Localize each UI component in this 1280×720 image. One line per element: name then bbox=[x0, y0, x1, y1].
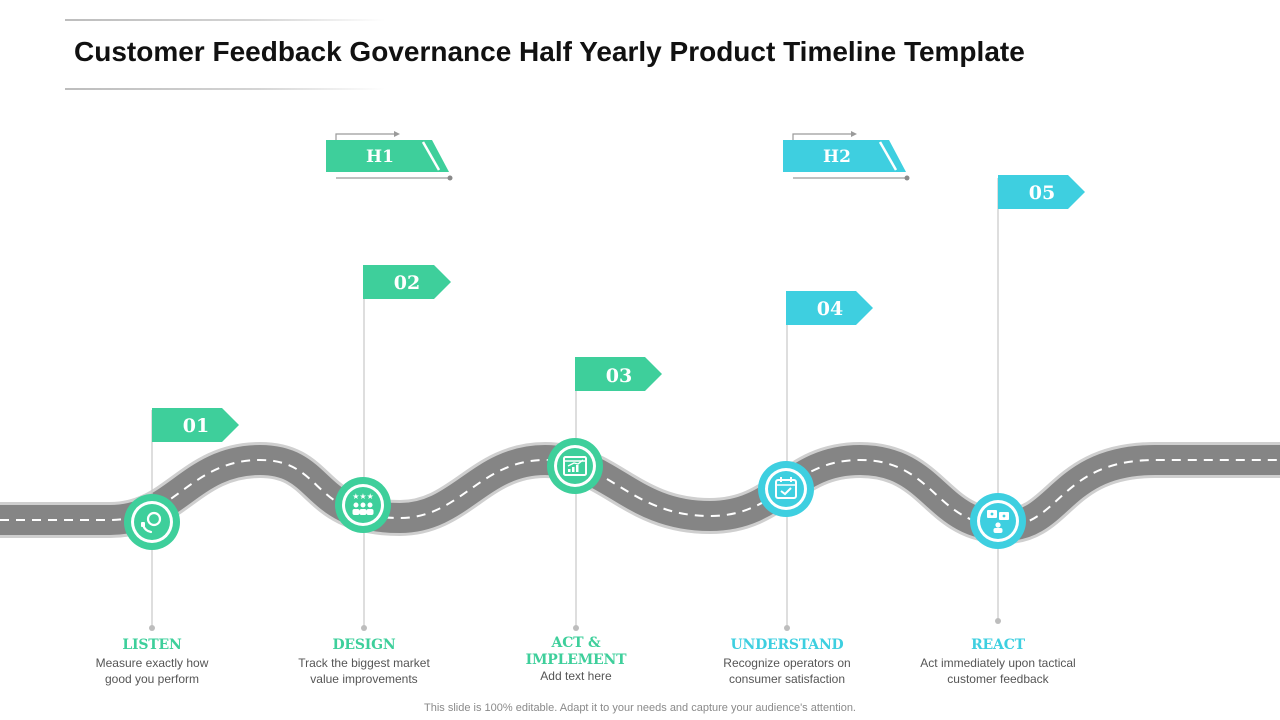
title-bottom-rule bbox=[65, 88, 385, 90]
step-title: UNDERSTAND bbox=[730, 637, 844, 653]
team-rating-icon: ★★★ bbox=[352, 492, 374, 515]
step-description: Act immediately upon tactical customer f… bbox=[920, 656, 1076, 686]
half-marker-h2: H2 bbox=[783, 131, 910, 181]
step-title: DESIGN bbox=[332, 637, 396, 653]
milestone-03: 03 bbox=[547, 357, 662, 631]
milestone-04: 04 bbox=[758, 291, 873, 631]
milestone-01: 01 bbox=[124, 408, 239, 631]
page-title: Customer Feedback Governance Half Yearly… bbox=[74, 36, 1025, 67]
h2-tag bbox=[783, 140, 906, 172]
step-title: LISTEN bbox=[122, 637, 182, 653]
half-marker-h1: H1 bbox=[326, 131, 453, 181]
calendar-check-icon bbox=[775, 477, 797, 499]
flag-03 bbox=[575, 357, 662, 391]
footer-note: This slide is 100% editable. Adapt it to… bbox=[424, 702, 856, 714]
title-top-rule bbox=[65, 19, 385, 21]
step-design: DESIGN Track the biggest market value im… bbox=[264, 637, 464, 687]
flag-02 bbox=[363, 265, 451, 299]
milestone-02: 02 ★★★ bbox=[335, 265, 451, 631]
flag-01 bbox=[152, 408, 239, 442]
step-description: Add text here bbox=[540, 669, 612, 683]
step-description: Track the biggest market value improveme… bbox=[298, 656, 430, 686]
flag-04 bbox=[786, 291, 873, 325]
h1-label: H1 bbox=[366, 147, 394, 167]
step-act-implement: ACT & IMPLEMENT Add text here bbox=[476, 635, 676, 684]
road bbox=[0, 441, 1280, 545]
flag-01-number: 01 bbox=[183, 415, 209, 437]
flag-05-number: 05 bbox=[1029, 182, 1055, 204]
step-understand: UNDERSTAND Recognize operators on consum… bbox=[687, 637, 887, 687]
phone-listen-icon bbox=[141, 511, 162, 534]
growth-chart-icon bbox=[563, 456, 587, 476]
step-title: ACT & IMPLEMENT bbox=[525, 635, 627, 668]
flag-03-number: 03 bbox=[606, 365, 632, 387]
feedback-chat-icon bbox=[987, 510, 1009, 533]
flag-02-number: 02 bbox=[394, 272, 420, 294]
h2-label: H2 bbox=[823, 147, 851, 167]
flag-04-number: 04 bbox=[817, 298, 843, 320]
step-react: REACT Act immediately upon tactical cust… bbox=[898, 637, 1098, 687]
step-description: Measure exactly how good you perform bbox=[95, 656, 209, 686]
flag-05 bbox=[998, 175, 1085, 209]
road-center-dash bbox=[0, 458, 1280, 528]
svg-text:★★★: ★★★ bbox=[352, 492, 374, 501]
milestone-05: 05 bbox=[970, 175, 1085, 624]
step-title: REACT bbox=[971, 637, 1025, 653]
step-description: Recognize operators on consumer satisfac… bbox=[723, 656, 851, 686]
step-listen: LISTEN Measure exactly how good you perf… bbox=[52, 637, 252, 687]
h1-tag bbox=[326, 140, 449, 172]
